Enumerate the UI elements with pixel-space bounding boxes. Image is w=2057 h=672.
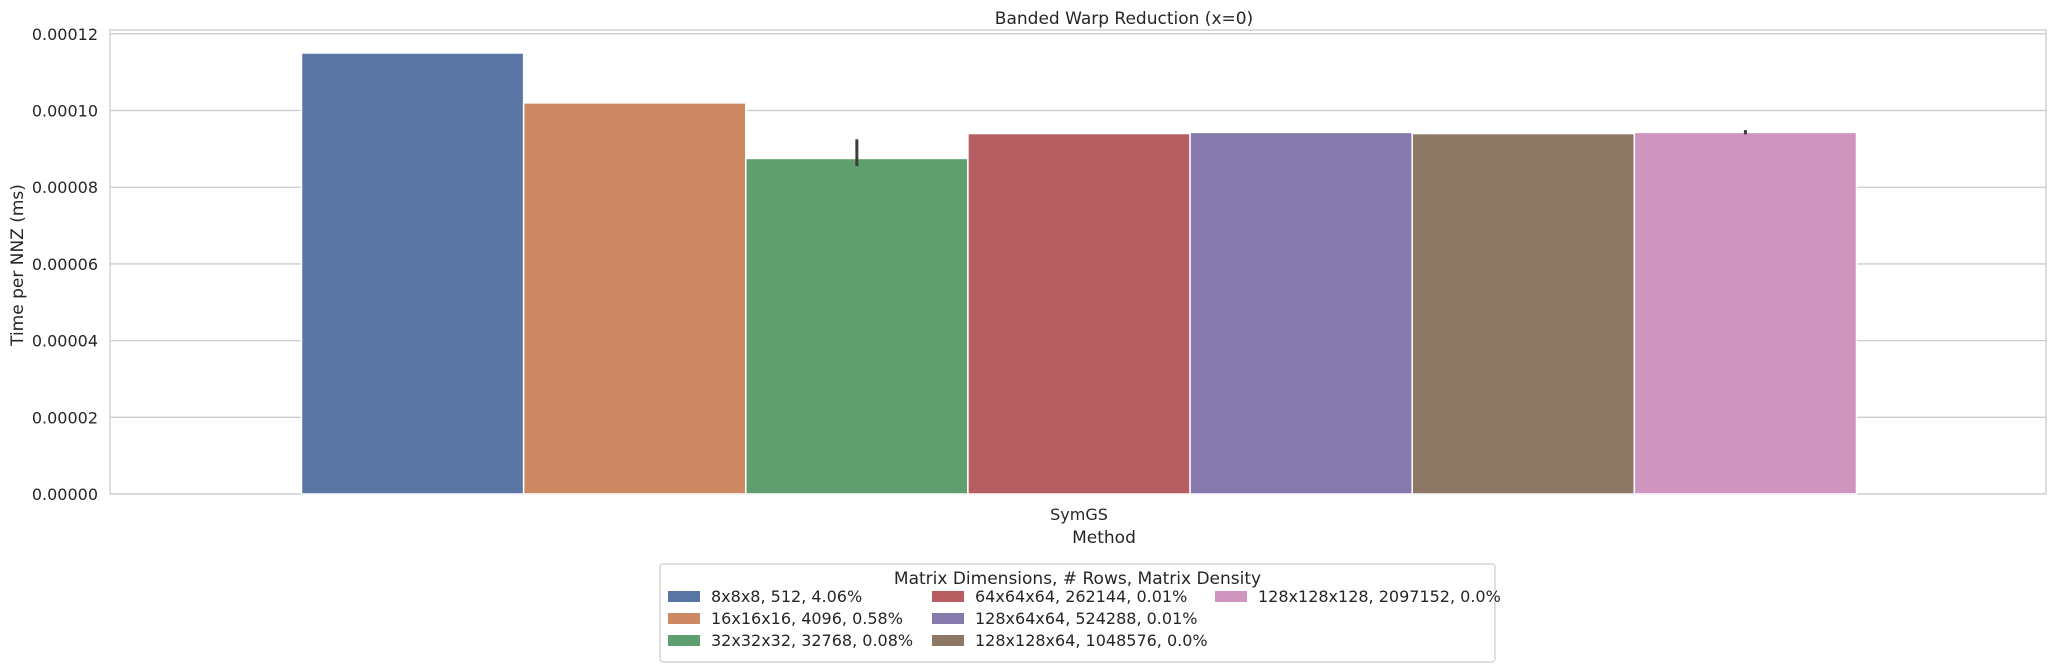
legend-swatch [932,591,964,602]
legend-label: 128x128x128, 2097152, 0.0% [1258,587,1501,606]
bar-2 [522,102,747,495]
x-axis-label: Method [1072,528,1136,548]
legend-title: Matrix Dimensions, # Rows, Matrix Densit… [894,569,1261,589]
x-tick-labels: SymGS [1050,505,1108,524]
bars [300,52,1858,495]
legend-item-7: 128x128x128, 2097152, 0.0% [1215,587,1501,606]
y-axis-label: Time per NNZ (ms) [8,184,28,347]
legend-swatch [932,635,964,646]
y-tick-labels: 0.00000 0.00002 0.00004 0.00006 0.00008 0.000… [32,25,98,504]
legend-label: 16x16x16, 4096, 0.58% [711,609,903,628]
y-tick-label: 0.00004 [32,332,98,351]
legend: Matrix Dimensions, # Rows, Matrix Densit… [659,563,1501,663]
legend-label: 128x128x64, 1048576, 0.0% [975,631,1208,650]
legend-label: 8x8x8, 512, 4.06% [711,587,862,606]
bar-4 [967,132,1191,495]
legend-swatch [932,613,964,624]
legend-swatch [668,591,700,602]
legend-label: 64x64x64, 262144, 0.01% [975,587,1187,606]
y-tick-label: 0.00000 [32,485,98,504]
y-tick-label: 0.00010 [32,102,98,121]
error-bars [855,130,1747,167]
bar-3 [745,157,969,495]
legend-swatch [1215,591,1247,602]
bar-1 [300,52,525,495]
legend-item-5: 128x64x64, 524288, 0.01% [932,609,1197,628]
bar-7 [1633,131,1858,495]
legend-item-1: 8x8x8, 512, 4.06% [668,587,862,606]
chart-title: Banded Warp Reduction (x=0) [995,9,1253,29]
x-tick-label: SymGS [1050,505,1108,524]
y-tick-label: 0.00012 [32,25,98,44]
legend-label: 32x32x32, 32768, 0.08% [711,631,913,650]
legend-item-3: 32x32x32, 32768, 0.08% [668,631,913,650]
legend-item-2: 16x16x16, 4096, 0.58% [668,609,903,628]
legend-swatch [668,635,700,646]
legend-swatch [668,613,700,624]
legend-frame [659,563,1496,663]
y-tick-label: 0.00002 [32,408,98,427]
bar-5 [1189,131,1413,495]
legend-item-6: 128x128x64, 1048576, 0.0% [932,631,1208,650]
bar-6 [1411,132,1636,495]
legend-label: 128x64x64, 524288, 0.01% [975,609,1197,628]
legend-item-4: 64x64x64, 262144, 0.01% [932,587,1187,606]
y-tick-label: 0.00006 [32,255,98,274]
y-tick-label: 0.00008 [32,178,98,197]
